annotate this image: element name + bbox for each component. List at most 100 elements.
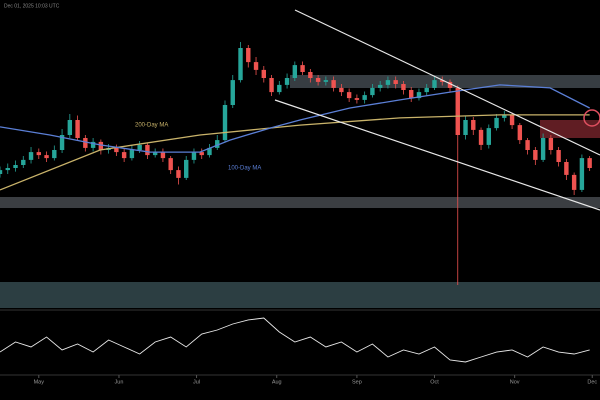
candle-body xyxy=(13,165,18,168)
candle-body xyxy=(176,170,181,178)
candle-body xyxy=(300,65,305,72)
candle-body xyxy=(440,80,445,82)
candle-body xyxy=(292,65,298,78)
candle-body xyxy=(67,120,73,135)
candle-body xyxy=(463,120,468,135)
candle-body xyxy=(556,150,561,162)
candle-body xyxy=(587,158,592,168)
candle-body xyxy=(416,92,422,99)
candle-body xyxy=(253,62,259,70)
candle-body xyxy=(339,87,344,93)
timestamp: Dec 01, 2025 10:03 UTC xyxy=(4,3,60,9)
x-tick-label: May xyxy=(34,379,45,385)
candle-body xyxy=(432,80,437,88)
candle-body xyxy=(75,120,80,138)
candle-body xyxy=(579,158,585,190)
lower-trendline xyxy=(274,99,600,211)
x-tick-label: Sep xyxy=(352,379,362,385)
candle-body xyxy=(455,87,460,135)
candle-body xyxy=(284,78,290,85)
candle-body xyxy=(540,138,546,160)
x-tick-label: Oct xyxy=(430,379,439,385)
candle-body xyxy=(277,84,282,93)
candle-body xyxy=(5,168,10,171)
candle-body xyxy=(36,152,41,156)
candle-body xyxy=(168,158,173,171)
supply-zone xyxy=(540,120,600,138)
candle-body xyxy=(533,150,538,160)
candle-body xyxy=(184,159,189,178)
candle-body xyxy=(90,141,96,148)
moving-average-line xyxy=(0,84,590,153)
x-tick-label: Nov xyxy=(510,379,520,385)
candle-body xyxy=(447,81,453,88)
candle-body xyxy=(308,72,313,78)
oscillator-line xyxy=(0,317,590,363)
candle-body xyxy=(152,152,158,156)
candle-body xyxy=(401,84,406,90)
candle-body xyxy=(315,78,321,82)
candle-body xyxy=(269,78,274,93)
candle-body xyxy=(129,150,135,159)
candle-body xyxy=(571,174,577,190)
highlight-circle xyxy=(583,109,600,127)
demand-zone xyxy=(0,282,600,308)
series-label: 100-Day MA xyxy=(228,166,261,172)
candle-body xyxy=(238,48,243,81)
candle-body xyxy=(44,155,49,159)
candle-body xyxy=(207,147,212,156)
candle-body xyxy=(114,147,119,153)
candle-body xyxy=(525,140,530,150)
candle-body xyxy=(191,152,197,160)
candle-body xyxy=(121,152,127,159)
candle-body xyxy=(471,120,476,130)
candle-body xyxy=(362,95,367,100)
candle-body xyxy=(424,87,429,93)
candle-body xyxy=(199,152,204,156)
candle-body xyxy=(28,152,34,160)
candle-body xyxy=(246,48,251,63)
candle-body xyxy=(478,129,484,145)
candle-body xyxy=(370,87,375,96)
series-label: 200-Day MA xyxy=(135,123,168,129)
candle-body xyxy=(502,114,507,118)
candle-body xyxy=(346,92,352,99)
candle-body xyxy=(160,152,166,159)
candle-body xyxy=(564,162,569,175)
candles xyxy=(0,42,592,285)
moving-average-line xyxy=(0,114,590,191)
candle-body xyxy=(385,80,391,85)
candle-body xyxy=(331,80,336,88)
x-axis: May Jun Jul Aug Sep Oct Nov Dec xyxy=(34,375,597,385)
candle-body xyxy=(21,159,26,165)
candle-body xyxy=(98,141,104,150)
candle-body xyxy=(137,144,142,150)
candle-body xyxy=(261,69,266,78)
candle-body xyxy=(215,140,220,148)
candle-body xyxy=(377,84,383,88)
candle-body xyxy=(494,117,499,129)
moving-averages xyxy=(0,84,590,191)
candle-body xyxy=(83,138,88,148)
candle-body xyxy=(548,138,554,150)
candle-body xyxy=(222,105,228,141)
candle-body xyxy=(486,128,491,145)
x-tick-label: Jun xyxy=(115,379,124,385)
x-tick-label: Dec xyxy=(587,379,597,385)
candle-body xyxy=(52,150,57,159)
candle-body xyxy=(145,144,150,156)
support-zone xyxy=(0,197,600,208)
candle-body xyxy=(59,135,65,150)
candle-body xyxy=(0,170,3,174)
candle-body xyxy=(354,98,360,100)
x-tick-label: Aug xyxy=(272,379,282,385)
x-tick-label: Jul xyxy=(193,379,200,385)
upper-trendline xyxy=(294,9,600,156)
candle-body xyxy=(517,125,523,141)
candle-body xyxy=(393,80,398,84)
candle-body xyxy=(409,90,414,99)
candle-body xyxy=(509,114,515,126)
candle-body xyxy=(323,80,329,82)
candle-body xyxy=(230,80,235,105)
